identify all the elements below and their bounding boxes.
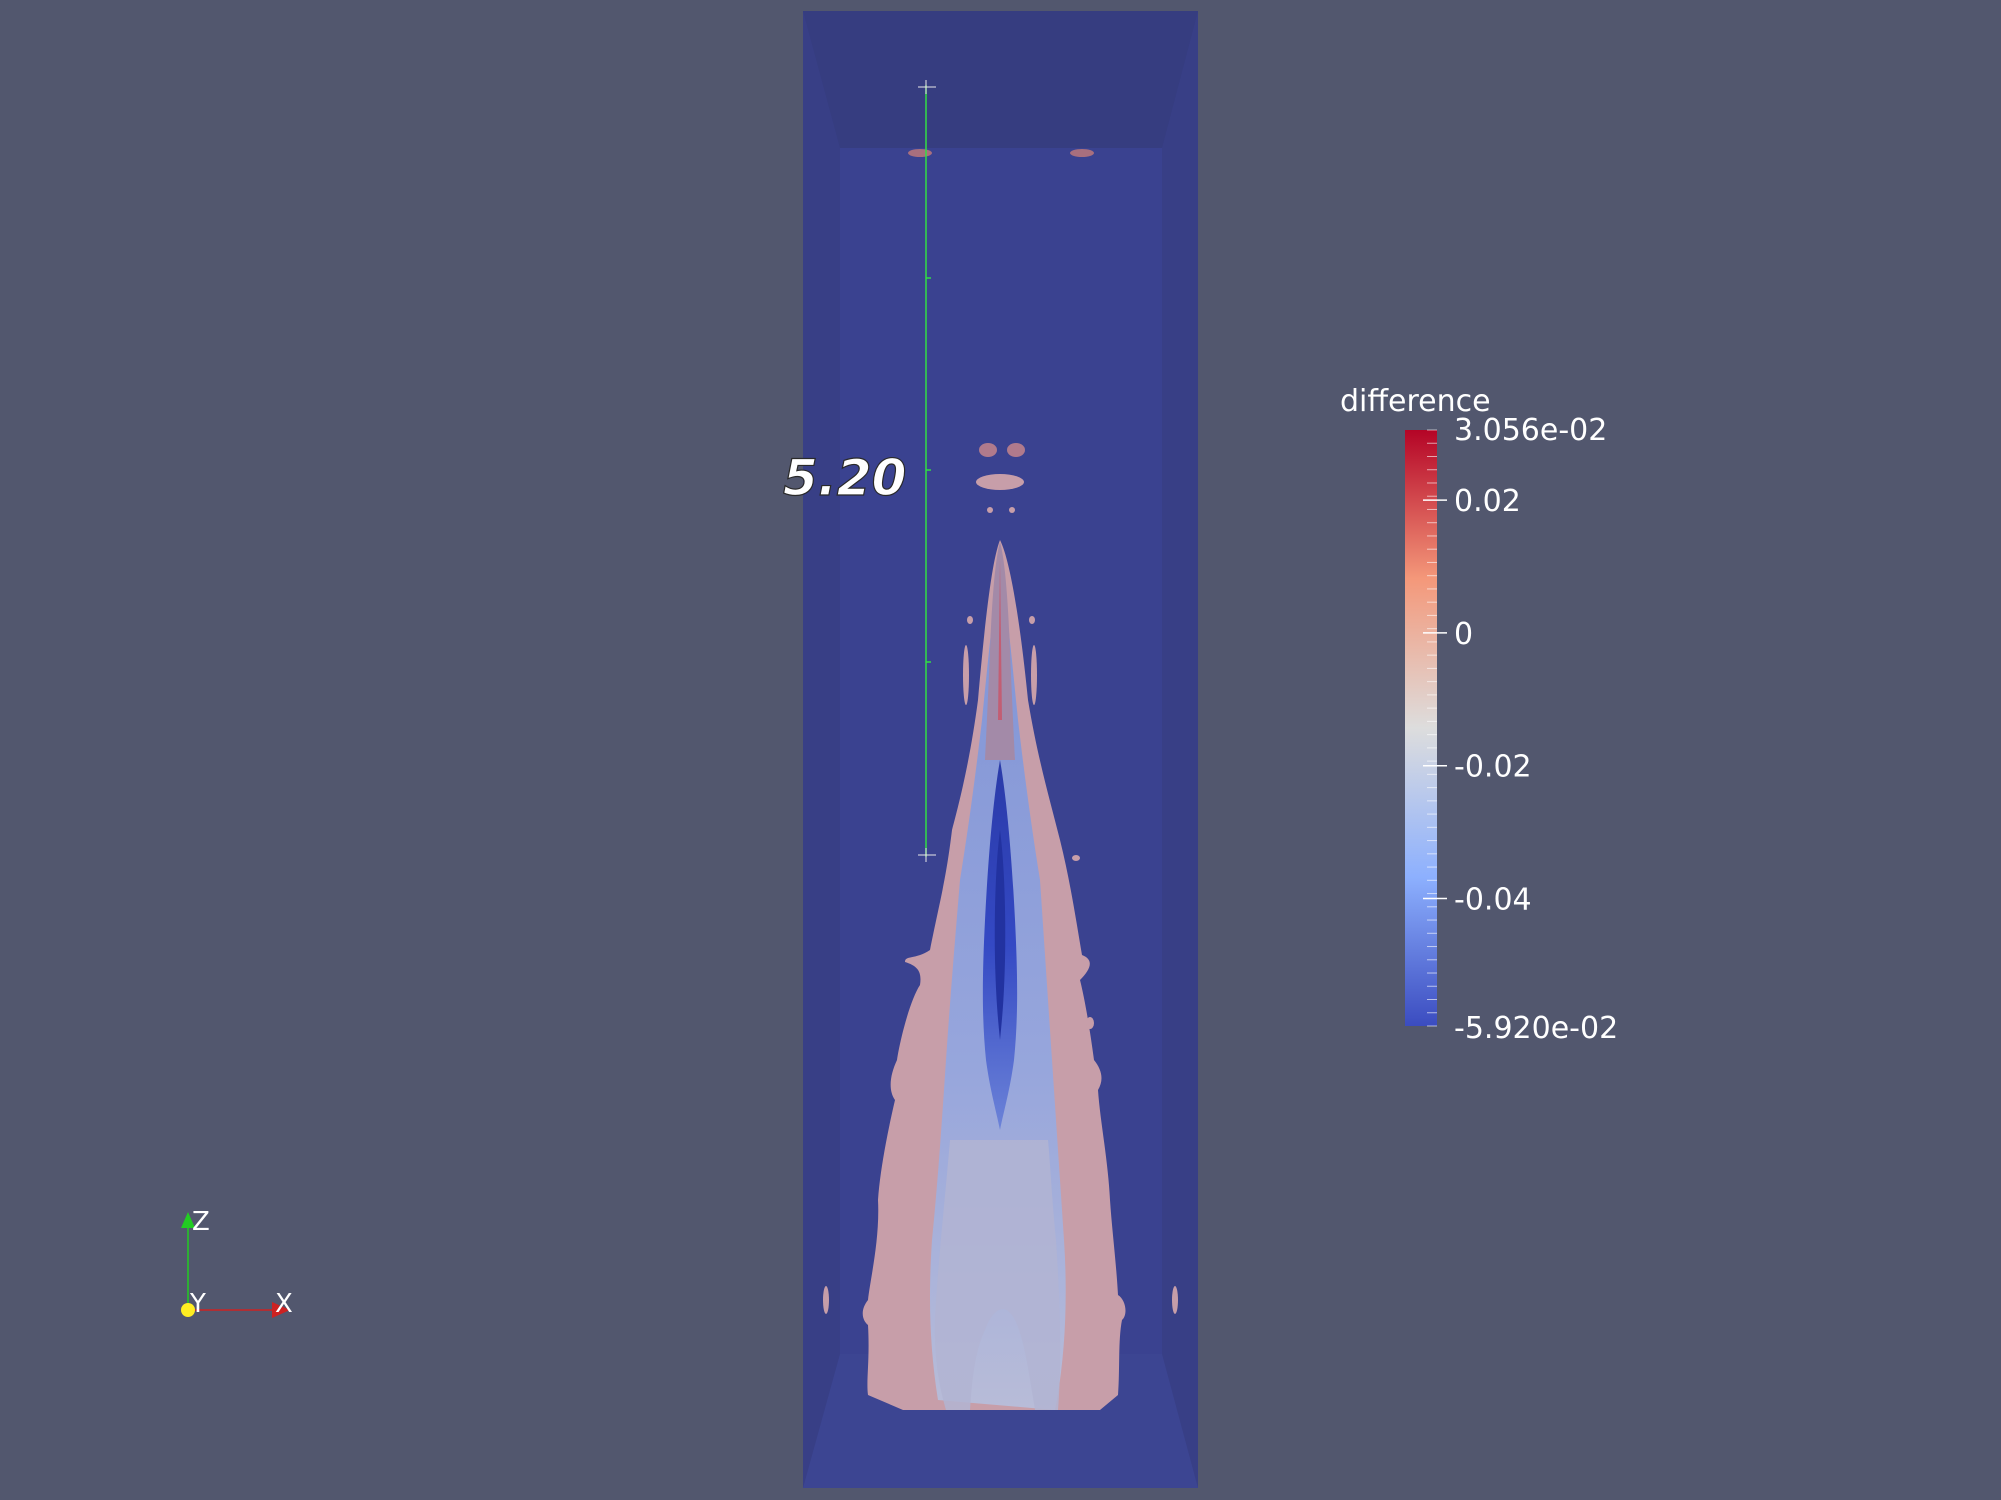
colorbar-tick-label: -0.02 (1454, 750, 1532, 785)
colorbar-title: difference (1340, 384, 1491, 419)
colorbar-minor-ticks (1427, 429, 1437, 1027)
colorbar-max-label: 3.056e-02 (1454, 413, 1607, 448)
plume-isosurface (823, 149, 1178, 1410)
colorbar-tick-label: 0.02 (1454, 484, 1521, 519)
colorbar-tick-label: 0 (1454, 617, 1473, 652)
y-axis-dot-icon (181, 1303, 195, 1317)
ruler[interactable]: 5.20 (782, 80, 936, 862)
orientation-axes[interactable]: Z Y X (181, 1207, 293, 1319)
colorbar-tick-label: -0.04 (1454, 883, 1532, 918)
colorbar-tick-labels: 0.02 0 -0.02 -0.04 (1454, 484, 1532, 917)
axis-z-label: Z (192, 1207, 210, 1237)
colorbar-major-ticks (1423, 499, 1447, 900)
colorbar-gradient (1405, 430, 1437, 1026)
color-legend: difference 3.056e-02 -5.920e-02 0.02 0 -0.… (1340, 384, 1618, 1046)
x-arrow-icon (272, 1302, 290, 1318)
z-arrow-icon (181, 1212, 195, 1228)
axis-x-label: X (275, 1289, 293, 1319)
ruler-label: 5.20 (783, 449, 906, 507)
colorbar-min-label: -5.920e-02 (1454, 1011, 1618, 1046)
axis-y-label: Y (189, 1289, 206, 1319)
